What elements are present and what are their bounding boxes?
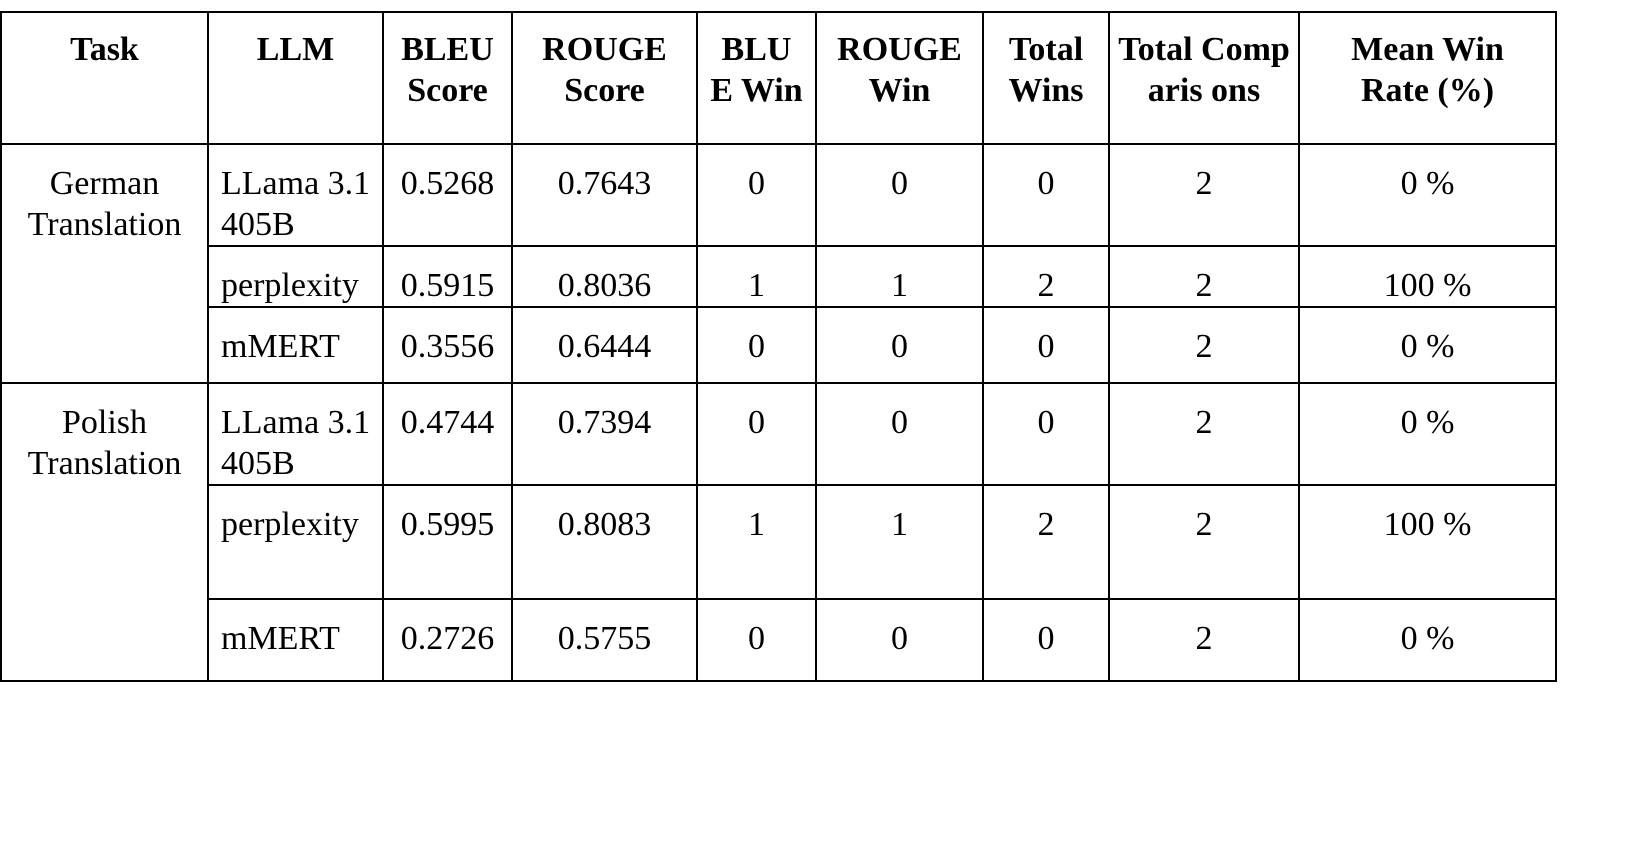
llm-cell: perplexity xyxy=(207,484,384,600)
table-row: perplexity 0.5915 0.8036 1 1 2 2 100 % xyxy=(1,245,1557,308)
total-wins-cell: 0 xyxy=(982,143,1110,247)
mean-win-rate-cell: 0 % xyxy=(1298,143,1557,247)
bleu-score-cell: 0.3556 xyxy=(382,306,513,384)
llm-cell: LLama 3.1 405B xyxy=(207,382,384,486)
bleu-score-cell: 0.5995 xyxy=(382,484,513,600)
rouge-win-cell: 0 xyxy=(815,382,984,486)
rouge-win-cell: 1 xyxy=(815,245,984,308)
table-row: German Translation LLama 3.1 405B 0.5268… xyxy=(0,143,1557,384)
bleu-win-cell: 0 xyxy=(696,382,817,486)
total-comparisons-cell: 2 xyxy=(1108,143,1300,247)
total-comparisons-cell: 2 xyxy=(1108,484,1300,600)
mean-win-rate-cell: 100 % xyxy=(1298,484,1557,600)
total-wins-cell: 0 xyxy=(982,598,1110,682)
bleu-score-cell: 0.2726 xyxy=(382,598,513,682)
header-task: Task xyxy=(0,11,209,145)
header-total-wins: Total Wins xyxy=(982,11,1110,145)
bleu-win-cell: 0 xyxy=(696,143,817,247)
bleu-win-cell: 1 xyxy=(696,245,817,308)
total-comparisons-cell: 2 xyxy=(1108,245,1300,308)
mean-win-rate-cell: 0 % xyxy=(1298,382,1557,486)
rouge-score-cell: 0.6444 xyxy=(511,306,698,384)
rouge-win-cell: 1 xyxy=(815,484,984,600)
header-bleu-win: BLU E Win xyxy=(696,11,817,145)
bleu-score-cell: 0.5915 xyxy=(382,245,513,308)
total-wins-cell: 2 xyxy=(982,484,1110,600)
total-wins-cell: 0 xyxy=(982,306,1110,384)
header-rouge-score: ROUGE Score xyxy=(511,11,698,145)
header-rouge-win: ROUGE Win xyxy=(815,11,984,145)
mean-win-rate-cell: 100 % xyxy=(1298,245,1557,308)
task-cell: German Translation xyxy=(0,143,209,384)
bleu-win-cell: 0 xyxy=(696,598,817,682)
table-row: mMERT 0.2726 0.5755 0 0 0 2 0 % xyxy=(1,598,1557,682)
rouge-score-cell: 0.5755 xyxy=(511,598,698,682)
rouge-score-cell: 0.7643 xyxy=(511,143,698,247)
table-row: perplexity 0.5995 0.8083 1 1 2 2 100 % xyxy=(1,484,1557,600)
mean-win-rate-cell: 0 % xyxy=(1298,306,1557,384)
total-comparisons-cell: 2 xyxy=(1108,598,1300,682)
bleu-win-cell: 1 xyxy=(696,484,817,600)
total-wins-cell: 2 xyxy=(982,245,1110,308)
total-comparisons-cell: 2 xyxy=(1108,306,1300,384)
bleu-score-cell: 0.4744 xyxy=(382,382,513,486)
rouge-score-cell: 0.8083 xyxy=(511,484,698,600)
rouge-win-cell: 0 xyxy=(815,143,984,247)
table-row: Polish Translation LLama 3.1 405B 0.4744… xyxy=(0,382,1557,682)
total-comparisons-cell: 2 xyxy=(1108,382,1300,486)
header-bleu-score: BLEU Score xyxy=(382,11,513,145)
results-table: Task LLM BLEU Score ROUGE Score BLU E Wi… xyxy=(0,11,1557,682)
rouge-win-cell: 0 xyxy=(815,598,984,682)
header-row: Task LLM BLEU Score ROUGE Score BLU E Wi… xyxy=(0,11,1557,145)
rouge-win-cell: 0 xyxy=(815,306,984,384)
task-cell: Polish Translation xyxy=(0,382,209,682)
llm-cell: LLama 3.1 405B xyxy=(207,143,384,247)
bleu-score-cell: 0.5268 xyxy=(382,143,513,247)
mean-win-rate-cell: 0 % xyxy=(1298,598,1557,682)
llm-cell: mMERT xyxy=(207,598,384,682)
rouge-score-cell: 0.7394 xyxy=(511,382,698,486)
header-mean-win-rate: Mean Win Rate (%) xyxy=(1298,11,1557,145)
rouge-score-cell: 0.8036 xyxy=(511,245,698,308)
llm-cell: perplexity xyxy=(207,245,384,308)
header-llm: LLM xyxy=(207,11,384,145)
table-row: mMERT 0.3556 0.6444 0 0 0 2 0 % xyxy=(1,306,1557,384)
total-wins-cell: 0 xyxy=(982,382,1110,486)
bleu-win-cell: 0 xyxy=(696,306,817,384)
llm-cell: mMERT xyxy=(207,306,384,384)
header-total-comparisons: Total Comparis ons xyxy=(1108,11,1300,145)
